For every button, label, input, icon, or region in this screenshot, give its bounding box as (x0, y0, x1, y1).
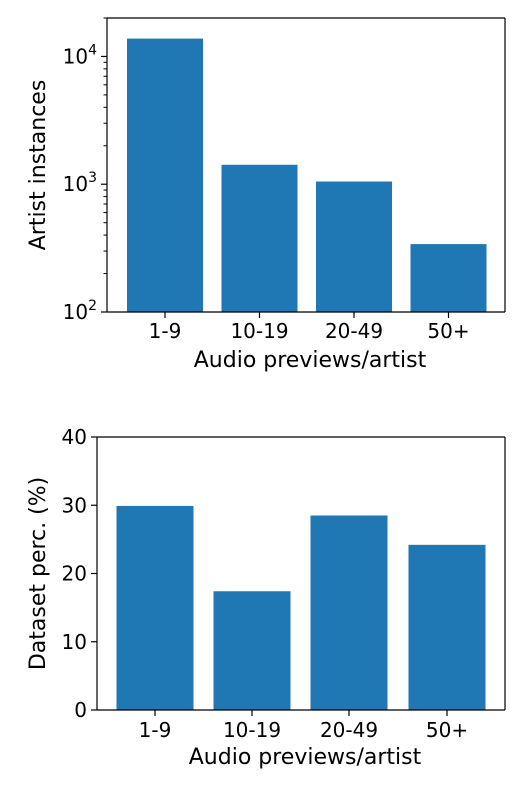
x-tick-label: 20-49 (320, 718, 378, 742)
y-tick-label: 0 (74, 698, 87, 722)
bar-1-9 (116, 505, 194, 710)
x-axis-label: Audio previews/artist (194, 348, 427, 373)
x-tick-label: 20-49 (325, 319, 383, 343)
y-axis-label: Dataset perc. (%) (26, 477, 51, 670)
y-tick-label: 102 (63, 298, 97, 324)
y-tick-label: 104 (63, 42, 97, 68)
bar-10-19 (221, 164, 298, 312)
chart-dataset-percentage: 1-9 10-19 20-49 50+ 0 10 20 30 40 Audio previews/… (26, 425, 506, 770)
x-axis-label: Audio previews/artist (189, 745, 422, 770)
x-tick-label: 10-19 (230, 319, 288, 343)
bar-1-9 (127, 38, 203, 313)
bar-50+ (410, 244, 487, 312)
x-tick-label: 50+ (427, 319, 469, 343)
x-tick-label: 50+ (426, 718, 468, 742)
bar-20-49 (316, 181, 392, 312)
bar-20-49 (310, 515, 388, 710)
y-tick-label: 40 (62, 425, 87, 449)
bar-50+ (408, 544, 486, 710)
y-tick-label: 30 (62, 493, 87, 517)
x-tick-label: 10-19 (223, 718, 281, 742)
chart-artist-instances: 1-9 10-19 20-49 50+ 102 103 104 Audio previews/… (26, 17, 506, 373)
y-axis-label: Artist instances (26, 80, 51, 251)
x-tick-label: 1-9 (149, 319, 182, 343)
bar-10-19 (213, 591, 291, 710)
x-tick-label: 1-9 (139, 718, 172, 742)
y-tick-label: 103 (63, 170, 97, 196)
y-tick-label: 10 (62, 630, 87, 654)
y-tick-label: 20 (62, 562, 87, 586)
